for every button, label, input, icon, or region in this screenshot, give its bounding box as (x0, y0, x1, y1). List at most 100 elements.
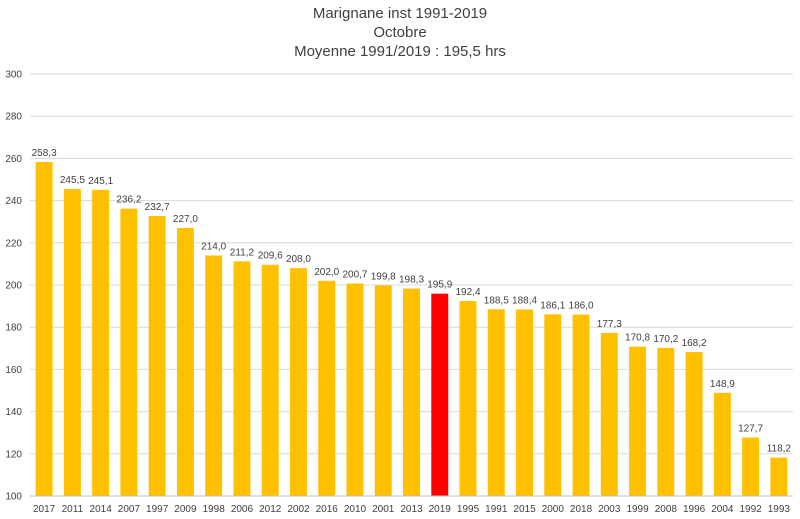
y-tick-label: 200 (5, 281, 22, 292)
bar-2010 (346, 283, 364, 496)
x-tick-label-2001: 2001 (372, 504, 395, 515)
data-label-2018: 186,0 (569, 301, 594, 312)
x-tick-label-2016: 2016 (316, 504, 339, 515)
axes: 100 120 140 160 180 200 220 240 260 280 300 2017 201… (5, 70, 793, 515)
data-label-2015: 188,4 (512, 295, 537, 306)
data-label-1998: 214,0 (201, 241, 226, 252)
x-tick-label-2000: 2000 (542, 504, 565, 515)
y-tick-label: 240 (5, 196, 22, 207)
x-tick-label-1996: 1996 (683, 504, 706, 515)
data-label-2000: 186,1 (540, 300, 565, 311)
data-label-1997: 232,7 (145, 202, 170, 213)
y-tick-label: 260 (5, 154, 22, 165)
x-tick-label-2006: 2006 (231, 504, 254, 515)
chart-title: Marignane inst 1991-2019 (312, 5, 488, 22)
x-tick-label-1999: 1999 (626, 504, 649, 515)
bar-1992 (742, 437, 760, 496)
bar-2012 (261, 264, 279, 496)
x-tick-label-1998: 1998 (203, 504, 226, 515)
bar-1993 (770, 457, 788, 496)
bar-2011 (63, 188, 81, 496)
y-tick-label: 100 (5, 492, 22, 503)
x-tick-label-2012: 2012 (259, 504, 282, 515)
data-label-2017: 258,3 (32, 148, 57, 159)
x-tick-label-2010: 2010 (344, 504, 367, 515)
data-label-2011: 245,5 (60, 175, 85, 186)
data-label-1991: 188,5 (484, 295, 509, 306)
bar-2009 (176, 228, 194, 496)
bar-2018 (572, 314, 590, 496)
x-tick-label-2011: 2011 (62, 504, 84, 515)
bar-2007 (120, 208, 138, 497)
x-tick-label-2004: 2004 (711, 504, 734, 515)
x-tick-label-1991: 1991 (485, 504, 508, 515)
x-tick-label-2002: 2002 (287, 504, 310, 515)
x-tick-label-2007: 2007 (118, 504, 141, 515)
y-tick-label: 140 (5, 407, 22, 418)
bar-2006 (233, 261, 251, 496)
bar-2016 (318, 280, 336, 496)
bar-1999 (629, 346, 647, 496)
bar-2014 (92, 189, 110, 497)
x-tick-label-2013: 2013 (400, 504, 423, 515)
x-tick-label-2014: 2014 (90, 504, 113, 515)
bar-2003 (600, 332, 618, 496)
data-label-2002: 208,0 (286, 254, 311, 265)
data-label-2016: 202,0 (314, 267, 339, 278)
bar-2015 (516, 309, 534, 496)
bar-1997 (148, 216, 166, 497)
y-tick-label: 280 (5, 112, 22, 123)
bar-2001 (374, 285, 392, 496)
bar-2017 (35, 161, 53, 496)
bar-2000 (544, 314, 562, 496)
chart-subtitle: Octobre (373, 24, 427, 41)
data-label-2008: 170,2 (653, 334, 678, 345)
bar-2013 (403, 288, 420, 496)
x-tick-label-2009: 2009 (174, 504, 197, 515)
data-label-2019: 195,9 (427, 280, 452, 291)
data-label-2010: 200,7 (342, 270, 367, 281)
data-label-2009: 227,0 (173, 214, 198, 225)
data-label-1996: 168,2 (682, 338, 707, 349)
bar-2019 (431, 293, 449, 496)
y-tick-label: 300 (5, 70, 22, 81)
data-label-1993: 118,2 (767, 444, 792, 455)
chart-subtitle-average: Moyenne 1991/2019 : 195,5 hrs (294, 43, 506, 60)
bar-2008 (657, 347, 675, 496)
x-tick-label-2017: 2017 (33, 504, 56, 515)
x-tick-label-1995: 1995 (457, 504, 480, 515)
y-tick-label: 180 (5, 323, 22, 334)
data-label-2004: 148,9 (710, 379, 735, 390)
data-label-2012: 209,6 (258, 251, 283, 262)
x-tick-label-2003: 2003 (598, 504, 621, 515)
data-label-2013: 198,3 (399, 275, 424, 286)
data-label-2007: 236,2 (116, 195, 141, 206)
y-tick-label: 120 (5, 449, 22, 460)
chart-title-block: Marignane inst 1991-2019 Octobre Moyenne… (0, 4, 800, 61)
x-tick-label-2019: 2019 (429, 504, 452, 515)
x-tick-label-2015: 2015 (513, 504, 536, 515)
x-tick-label-1997: 1997 (146, 504, 169, 515)
bar-2004 (713, 392, 731, 496)
data-label-1999: 170,8 (625, 333, 650, 344)
data-label-2003: 177,3 (597, 319, 622, 330)
data-label-1995: 192,4 (456, 287, 481, 298)
x-tick-label-2008: 2008 (655, 504, 678, 515)
x-tick-label-2018: 2018 (570, 504, 593, 515)
data-label-2014: 245,1 (88, 176, 113, 187)
y-tick-label: 160 (5, 365, 22, 376)
data-label-2001: 199,8 (371, 271, 396, 282)
data-label-2006: 211,2 (230, 247, 255, 258)
bars (35, 161, 788, 497)
bar-1996 (685, 352, 703, 496)
y-tick-label: 220 (5, 238, 22, 249)
bar-2002 (289, 268, 307, 496)
data-label-1992: 127,7 (738, 424, 763, 435)
bar-1991 (487, 309, 505, 496)
bar-1998 (205, 255, 223, 496)
x-tick-label-1992: 1992 (739, 504, 762, 515)
bar-1995 (459, 301, 477, 496)
